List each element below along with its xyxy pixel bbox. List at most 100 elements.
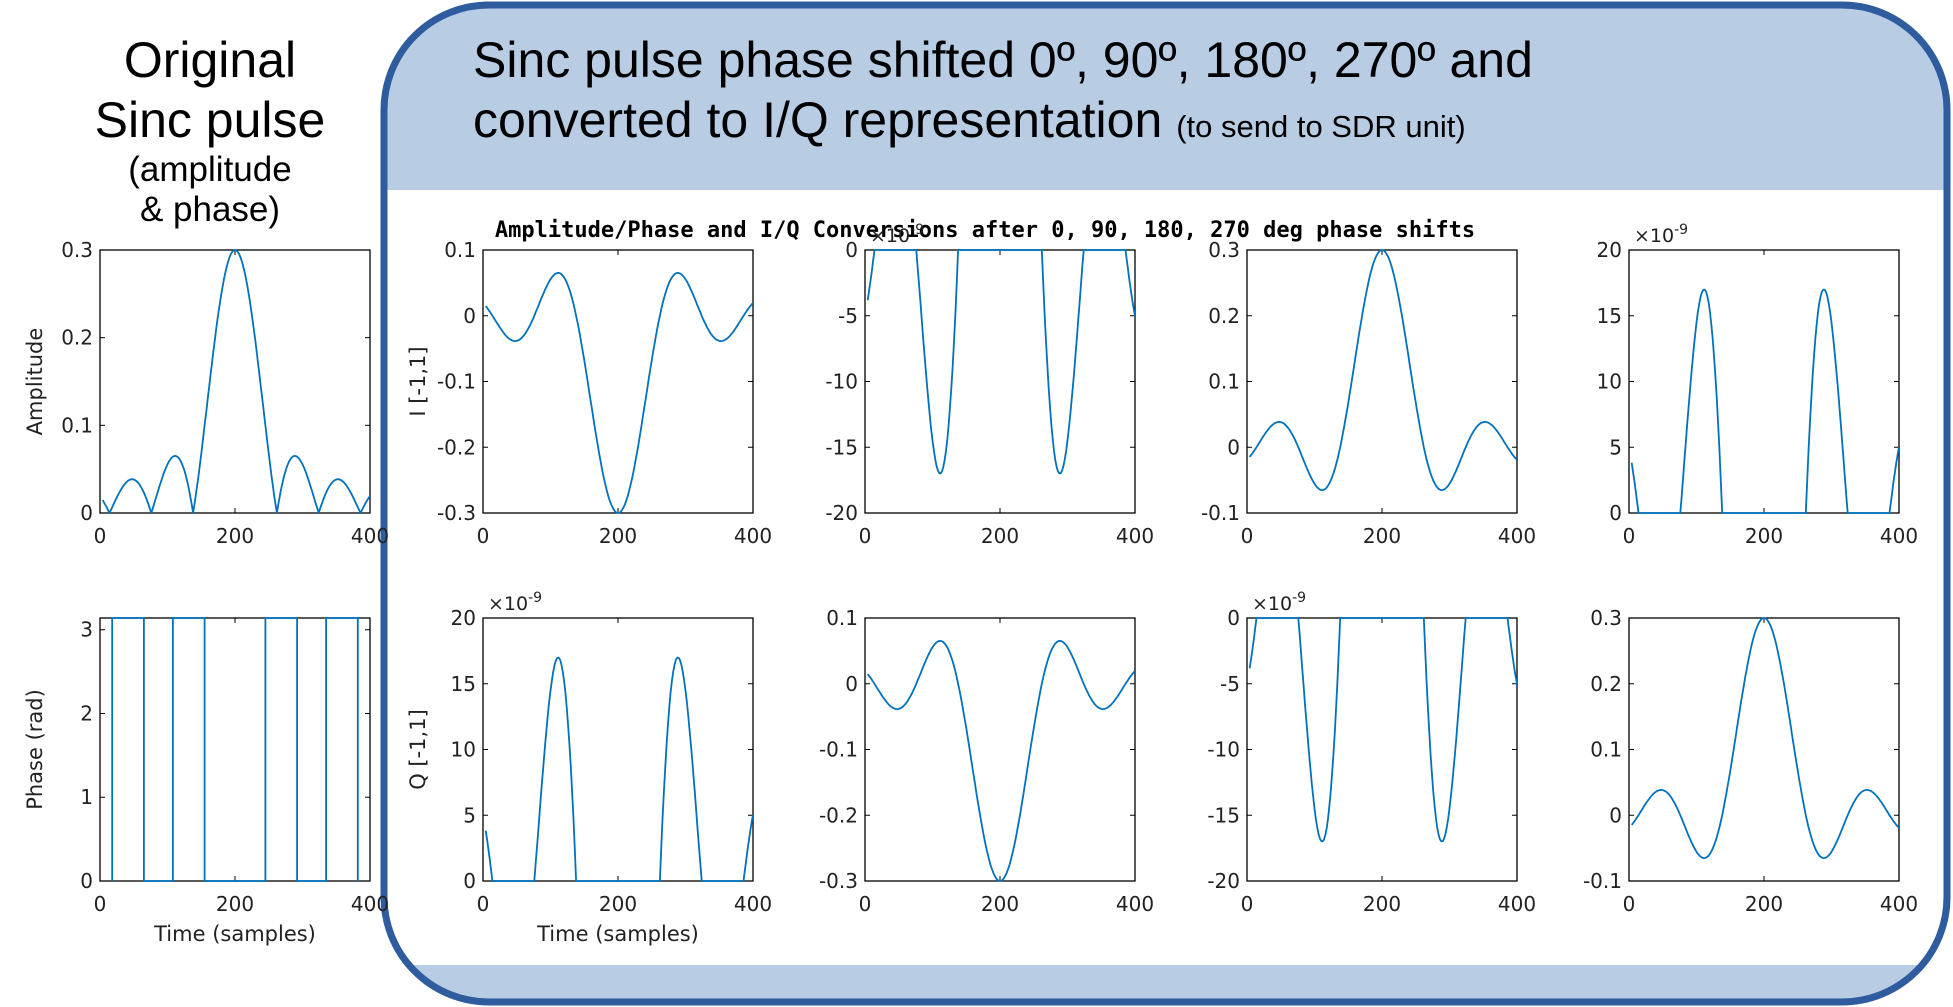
x-tick-label: 0: [1623, 524, 1636, 548]
y-axis-label: Phase (rad): [23, 689, 47, 810]
x-tick-label: 400: [734, 892, 772, 916]
y-tick-label: -15: [825, 435, 858, 459]
y-tick-label: 1: [80, 785, 93, 809]
x-tick-label: 0: [477, 524, 490, 548]
x-tick-label: 200: [1745, 892, 1783, 916]
axes-frame: [99, 617, 371, 882]
x-tick-label: 200: [599, 524, 637, 548]
right-title-line2-note: (to send to SDR unit): [1176, 109, 1466, 144]
x-tick-label: 400: [351, 892, 389, 916]
y-tick-label: 0: [845, 672, 858, 696]
y-tick-label: -10: [1207, 738, 1240, 762]
chart-amp: 0 200 400 0 0.1 0.2 0.3 Amplitude: [23, 238, 389, 548]
right-title-line1: Sinc pulse phase shifted 0º, 90º, 180º, …: [473, 32, 1533, 88]
x-tick-label: 0: [859, 892, 872, 916]
y-tick-label: -20: [825, 501, 858, 525]
y-tick-label: 3: [80, 618, 93, 642]
x-tick-label: 200: [216, 892, 254, 916]
y-tick-label: 20: [1597, 238, 1622, 262]
x-tick-label: 0: [1241, 892, 1254, 916]
y-tick-label: 0: [1609, 803, 1622, 827]
x-tick-label: 400: [734, 524, 772, 548]
x-tick-label: 400: [1498, 524, 1536, 548]
panel-body: [384, 5, 1947, 1002]
right-title-line2-main: converted to I/Q representation: [473, 92, 1163, 148]
x-tick-label: 200: [1363, 524, 1401, 548]
x-tick-label: 0: [94, 524, 107, 548]
y-tick-label: 0.3: [1590, 606, 1622, 630]
axes-frame: [99, 249, 371, 514]
y-tick-label: 0: [80, 501, 93, 525]
y-tick-label: 5: [463, 803, 476, 827]
y-tick-label: -5: [1220, 672, 1240, 696]
axes-frame: [1246, 617, 1518, 882]
y-tick-label: -15: [1207, 803, 1240, 827]
axes-frame: [482, 249, 754, 514]
x-tick-label: 200: [1745, 524, 1783, 548]
y-tick-label: 0.3: [61, 238, 93, 262]
series-line: [101, 249, 370, 514]
y-tick-label: 15: [1597, 304, 1622, 328]
y-exponent-power: -9: [528, 590, 542, 606]
x-axis-label: Time (samples): [536, 922, 699, 946]
chart-q180: 0 200 400-20-15-10-50×10-9: [1207, 590, 1536, 916]
y-tick-label: 0: [463, 869, 476, 893]
chart-phase: 0 200 400 0 1 2 3 Phase (rad) Time (samples): [23, 617, 389, 946]
y-tick-label: -5: [838, 304, 858, 328]
x-tick-label: 400: [1880, 892, 1918, 916]
x-tick-label: 0: [1241, 524, 1254, 548]
y-tick-label: -0.1: [819, 738, 858, 762]
panel-header-band: [384, 5, 1947, 190]
y-axis-label: Amplitude: [23, 328, 47, 436]
x-tick-label: 0: [859, 524, 872, 548]
x-tick-label: 0: [477, 892, 490, 916]
right-title: Sinc pulse phase shifted 0º, 90º, 180º, …: [473, 30, 1893, 157]
chart-q270: 0 200 400-0.100.10.20.3: [1583, 606, 1918, 916]
series-line: [484, 656, 753, 882]
panel-border: [380, 1, 1951, 1006]
series-line: [1630, 617, 1899, 860]
y-exponent-power: -9: [1674, 222, 1688, 238]
y-tick-label: 0: [80, 869, 93, 893]
y-tick-label: 0: [845, 238, 858, 262]
y-tick-label: 0.2: [1208, 304, 1240, 328]
x-tick-label: 400: [1116, 892, 1154, 916]
y-tick-label: 0.1: [444, 238, 476, 262]
series-line: [1248, 249, 1517, 492]
rounded-panel: [380, 1, 1951, 1006]
series-line: [485, 271, 753, 514]
y-exponent-power: -9: [910, 222, 924, 238]
series-line: [866, 249, 1135, 475]
x-tick-label: 400: [351, 524, 389, 548]
panel-footer-band: [384, 965, 1947, 1002]
y-tick-label: 0: [1609, 501, 1622, 525]
left-title: Original Sinc pulse (amplitude & phase): [40, 30, 380, 230]
series-line: [111, 617, 359, 882]
y-tick-label: 0.2: [61, 326, 93, 350]
x-tick-label: 200: [216, 524, 254, 548]
x-tick-label: 400: [1498, 892, 1536, 916]
x-tick-label: 400: [1880, 524, 1918, 548]
chart-i0: 0 200 400 -0.3 -0.2 -0.1 0 0.1 I [-1,1]: [406, 238, 772, 548]
y-tick-label: -20: [1207, 869, 1240, 893]
axes-frame: [1628, 249, 1900, 514]
x-tick-label: 200: [1363, 892, 1401, 916]
axes-frame: [864, 617, 1136, 882]
axes-frame: [864, 249, 1136, 514]
axes-frame: [1246, 249, 1518, 514]
axes-frame: [1628, 617, 1900, 882]
x-tick-label: 0: [1623, 892, 1636, 916]
y-tick-label: 0.3: [1208, 238, 1240, 262]
x-axis-label: Time (samples): [153, 922, 316, 946]
y-tick-label: 10: [1597, 370, 1622, 394]
y-tick-label: 15: [451, 672, 476, 696]
y-axis-label: I [-1,1]: [406, 346, 430, 416]
chart-i180: 0 200 400-0.100.10.20.3: [1201, 238, 1536, 548]
y-tick-label: -0.2: [437, 435, 476, 459]
axes-frame: [482, 617, 754, 882]
figure-title: Amplitude/Phase and I/Q Conversions afte…: [495, 218, 1475, 243]
